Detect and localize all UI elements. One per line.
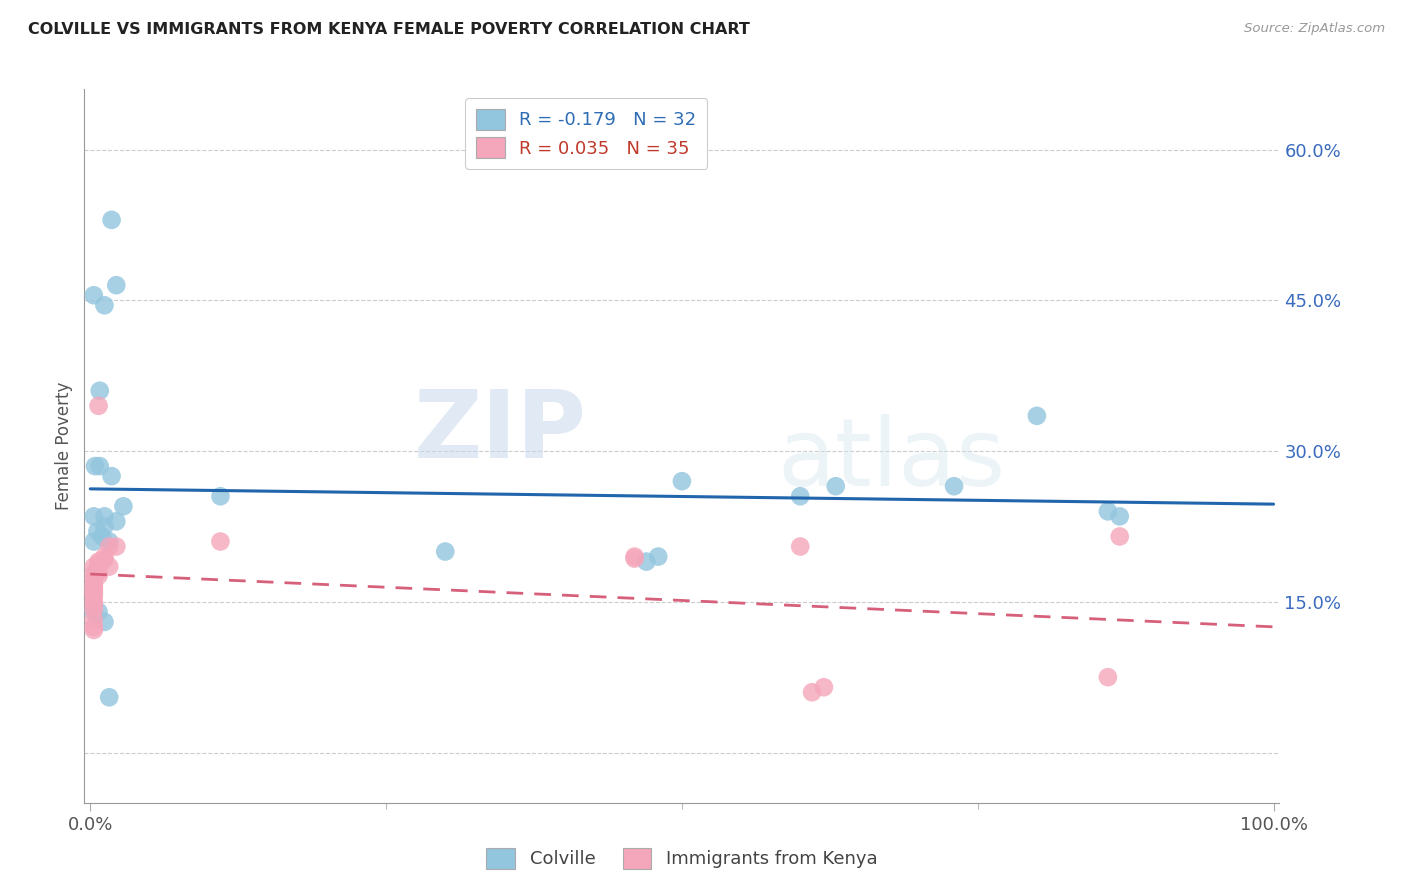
Point — [623, 549, 645, 564]
Point — [105, 278, 128, 293]
Point — [89, 384, 111, 398]
Point — [93, 615, 115, 629]
Point — [87, 557, 110, 571]
Point — [83, 576, 105, 591]
Point — [86, 565, 108, 579]
Point — [83, 603, 105, 617]
Point — [87, 605, 110, 619]
Point — [623, 551, 645, 566]
Point — [1097, 670, 1119, 684]
Point — [83, 598, 105, 612]
Point — [89, 459, 111, 474]
Point — [93, 552, 115, 566]
Point — [1025, 409, 1047, 423]
Point — [943, 479, 966, 493]
Point — [813, 680, 835, 694]
Point — [83, 509, 105, 524]
Point — [83, 559, 105, 574]
Point — [84, 459, 107, 474]
Text: ZIP: ZIP — [413, 385, 586, 478]
Point — [83, 580, 105, 594]
Point — [98, 690, 121, 705]
Point — [83, 605, 105, 619]
Point — [83, 587, 105, 601]
Text: Source: ZipAtlas.com: Source: ZipAtlas.com — [1244, 22, 1385, 36]
Point — [1097, 504, 1119, 518]
Point — [93, 519, 115, 533]
Point — [105, 540, 128, 554]
Point — [87, 568, 110, 582]
Point — [83, 620, 105, 634]
Point — [83, 613, 105, 627]
Point — [83, 572, 105, 586]
Point — [789, 489, 811, 503]
Point — [87, 559, 110, 574]
Point — [93, 549, 115, 564]
Point — [91, 529, 114, 543]
Y-axis label: Female Poverty: Female Poverty — [55, 382, 73, 510]
Point — [1108, 529, 1130, 543]
Point — [83, 566, 105, 581]
Point — [636, 555, 658, 569]
Point — [100, 469, 122, 483]
Point — [93, 509, 115, 524]
Legend: Colville, Immigrants from Kenya: Colville, Immigrants from Kenya — [479, 840, 884, 876]
Point — [98, 540, 121, 554]
Point — [100, 212, 122, 227]
Point — [87, 399, 110, 413]
Point — [1108, 509, 1130, 524]
Point — [83, 584, 105, 599]
Point — [86, 524, 108, 539]
Point — [824, 479, 846, 493]
Point — [83, 623, 105, 637]
Point — [98, 559, 121, 574]
Point — [87, 565, 110, 579]
Text: COLVILLE VS IMMIGRANTS FROM KENYA FEMALE POVERTY CORRELATION CHART: COLVILLE VS IMMIGRANTS FROM KENYA FEMALE… — [28, 22, 749, 37]
Point — [801, 685, 824, 699]
Point — [87, 555, 110, 569]
Point — [83, 590, 105, 604]
Point — [209, 489, 232, 503]
Point — [83, 582, 105, 597]
Point — [98, 534, 121, 549]
Text: atlas: atlas — [778, 414, 1005, 507]
Point — [83, 288, 105, 302]
Point — [83, 534, 105, 549]
Point — [434, 544, 457, 558]
Point — [93, 298, 115, 312]
Point — [789, 540, 811, 554]
Point — [671, 474, 693, 488]
Point — [647, 549, 669, 564]
Point — [209, 534, 232, 549]
Point — [83, 595, 105, 609]
Point — [105, 515, 128, 529]
Point — [112, 500, 135, 514]
